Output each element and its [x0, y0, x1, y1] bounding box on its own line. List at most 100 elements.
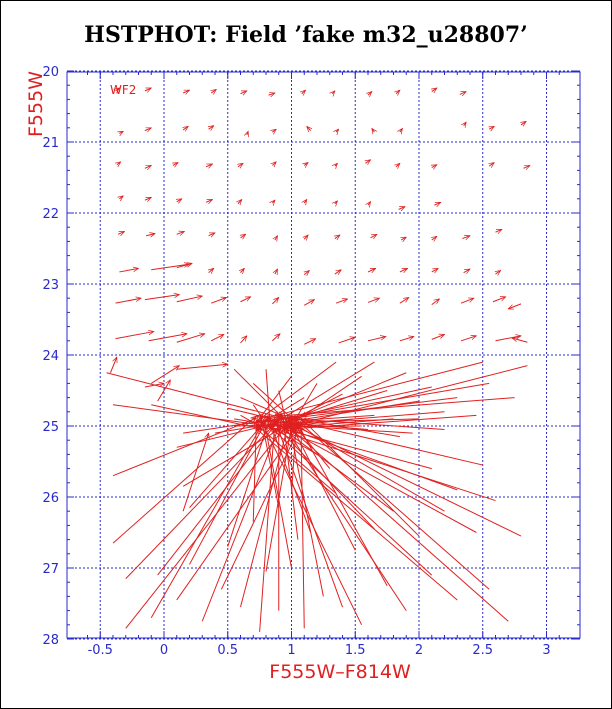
- vector-arrow: [297, 426, 522, 537]
- vector-arrow: [211, 89, 216, 93]
- vectors: [106, 87, 530, 632]
- vector-arrow: [182, 89, 189, 93]
- vector-arrow: [112, 418, 256, 477]
- vector-arrow: [432, 88, 437, 92]
- vector-arrow: [270, 427, 433, 576]
- y-tick-label: 27: [42, 562, 59, 577]
- vector-arrow: [240, 414, 261, 428]
- y-tick-label: 22: [42, 207, 59, 222]
- vector-arrow: [208, 232, 215, 236]
- vector-arrow: [335, 235, 340, 239]
- vector-arrow: [335, 299, 347, 304]
- y-tick-label: 28: [42, 633, 59, 648]
- vector-arrow: [240, 336, 247, 344]
- y-tick-label: 23: [42, 278, 59, 293]
- vector-arrow: [150, 427, 261, 618]
- vector-arrow: [335, 201, 338, 204]
- vector-arrow: [367, 267, 376, 272]
- vector-arrow: [288, 416, 324, 597]
- vector-arrow: [301, 418, 420, 537]
- vector-arrow: [463, 268, 470, 273]
- vector-arrow: [176, 296, 203, 303]
- vector-arrow: [274, 418, 343, 608]
- vector-arrow: [183, 126, 188, 130]
- vector-arrow: [106, 372, 293, 421]
- vector-arrow: [146, 234, 155, 236]
- vector-arrow: [292, 422, 331, 469]
- vector-arrow: [370, 233, 377, 238]
- panel-label: WF2: [110, 83, 136, 97]
- vector-arrow: [233, 368, 283, 418]
- vector-arrow: [495, 228, 502, 232]
- vector-arrow: [399, 337, 414, 342]
- vector-arrow: [176, 263, 192, 269]
- vector-arrow: [144, 87, 151, 91]
- vector-arrow: [304, 338, 315, 345]
- vector-arrow: [265, 420, 458, 491]
- vector-arrow: [144, 383, 164, 388]
- vector-arrow: [144, 127, 151, 131]
- x-tick-label: -0.5: [88, 643, 113, 658]
- vector-arrow: [301, 429, 305, 629]
- vector-arrow: [274, 422, 477, 533]
- vector-arrow: [292, 416, 490, 590]
- vector-arrow: [464, 122, 467, 126]
- vector-arrow: [279, 418, 509, 622]
- vector-arrow: [209, 126, 214, 130]
- vector-arrow: [119, 130, 123, 133]
- vector-arrow: [150, 366, 179, 384]
- y-tick-label: 21: [42, 136, 59, 151]
- vector-arrow: [460, 336, 476, 342]
- vector-arrow: [176, 334, 205, 343]
- vector-arrow: [521, 121, 526, 125]
- vector-arrow: [283, 429, 432, 470]
- y-tick-label: 24: [42, 349, 59, 364]
- vector-arrow: [523, 164, 530, 168]
- vector-arrow: [432, 236, 437, 240]
- x-tick-label: 2.5: [472, 643, 493, 658]
- x-tick-label: 2: [415, 643, 423, 658]
- vector-arrow: [151, 264, 189, 271]
- vector-arrow: [247, 131, 248, 135]
- vector-arrow: [109, 357, 116, 373]
- vector-arrow: [432, 164, 437, 168]
- x-tick-label: 0.5: [217, 643, 238, 658]
- vector-arrow: [274, 429, 318, 455]
- vector-arrow: [209, 268, 214, 272]
- vector-arrow: [489, 125, 494, 129]
- vector-arrow: [307, 126, 311, 130]
- vector-arrow: [495, 336, 522, 342]
- vector-arrow: [338, 337, 356, 344]
- vector-arrow: [176, 231, 185, 234]
- vector-arrow: [144, 164, 151, 168]
- vector-arrow: [205, 163, 212, 167]
- vector-arrow: [157, 380, 171, 402]
- vector-arrow: [431, 334, 445, 340]
- vector-arrow: [176, 429, 297, 601]
- vector-arrow: [332, 91, 335, 94]
- vector-arrow: [492, 297, 506, 303]
- y-tick-label: 25: [42, 420, 59, 435]
- vector-arrow: [189, 416, 270, 508]
- vector-arrow: [260, 420, 363, 626]
- x-tick-label: 1: [287, 643, 295, 658]
- vector-arrow: [336, 129, 339, 132]
- x-tick-label: 1.5: [345, 643, 366, 658]
- vector-arrow: [115, 332, 154, 340]
- vector-arrow: [261, 361, 337, 418]
- vector-arrow: [512, 338, 528, 343]
- vector-arrow: [125, 418, 292, 629]
- vector-arrow: [335, 163, 338, 166]
- vector-arrow: [431, 267, 438, 272]
- vector-arrow: [372, 129, 375, 133]
- vector-arrow: [148, 334, 187, 342]
- vector-arrow: [112, 416, 256, 544]
- x-tick-label: 3: [542, 643, 550, 658]
- vector-arrow: [301, 372, 407, 416]
- vector-arrow: [304, 271, 309, 275]
- vector-arrow: [256, 425, 337, 494]
- vector-arrow: [119, 268, 138, 273]
- vector-arrow: [462, 236, 470, 239]
- vector-arrow: [240, 397, 284, 417]
- vector-arrow: [157, 420, 279, 576]
